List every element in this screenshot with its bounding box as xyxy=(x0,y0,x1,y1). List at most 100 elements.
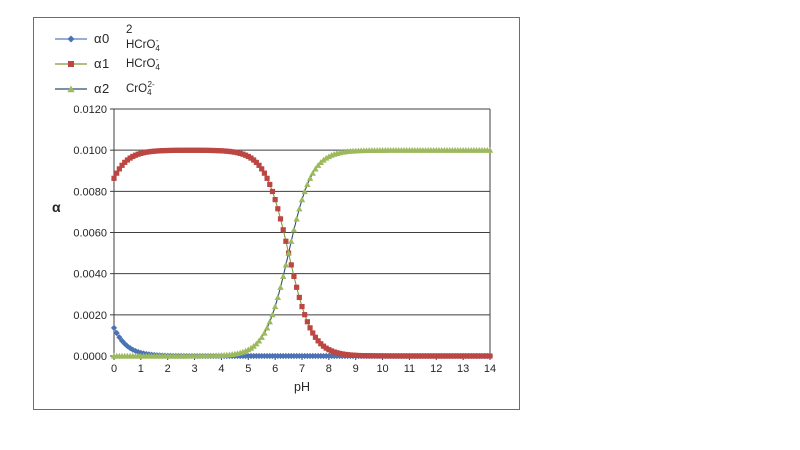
x-tick-label: 3 xyxy=(192,363,198,375)
data-point-triangle xyxy=(322,154,330,161)
data-point-triangle xyxy=(280,273,287,279)
data-point-square xyxy=(465,353,472,359)
data-point-square xyxy=(256,162,262,168)
data-point-square xyxy=(114,170,120,176)
y-tick-label: 0.0020 xyxy=(73,310,107,322)
data-point-diamond xyxy=(116,334,123,341)
data-point-square xyxy=(320,343,327,349)
y-tick-label: 0.0060 xyxy=(73,228,107,240)
data-point-square xyxy=(315,338,321,344)
x-tick-label: 8 xyxy=(326,363,332,375)
data-point-square xyxy=(339,351,345,357)
data-point-square xyxy=(299,303,305,310)
data-point-square xyxy=(441,353,447,359)
data-point-diamond xyxy=(127,345,134,352)
data-point-square xyxy=(138,150,144,156)
data-point-square xyxy=(119,162,125,168)
data-point-triangle xyxy=(314,162,322,168)
data-point-square xyxy=(422,353,429,359)
data-point-square xyxy=(186,147,192,153)
data-point-square xyxy=(234,150,241,156)
legend-marker-diamond-icon xyxy=(55,35,87,42)
data-point-square xyxy=(135,151,141,157)
data-point-square xyxy=(388,353,394,359)
data-point-square xyxy=(208,147,214,154)
legend-series-formula: HCrO4- xyxy=(126,55,160,72)
data-point-square xyxy=(471,353,477,359)
data-point-square xyxy=(275,206,281,212)
data-point-square xyxy=(468,353,474,359)
data-point-square xyxy=(431,353,437,359)
data-point-square xyxy=(371,353,378,359)
data-point-square xyxy=(280,227,286,233)
data-point-square xyxy=(417,353,423,359)
data-point-square xyxy=(253,159,259,165)
chart-legend: α0 2 HCrO4- α1 HCrO4- α2 CrO42- xyxy=(54,24,168,101)
x-tick-label: 9 xyxy=(353,363,359,375)
data-point-square xyxy=(146,149,152,155)
data-point-triangle xyxy=(245,346,252,353)
data-point-square xyxy=(181,147,187,153)
data-point-diamond xyxy=(137,349,144,356)
data-point-square xyxy=(167,147,173,154)
data-point-triangle xyxy=(263,324,271,331)
data-point-triangle xyxy=(274,294,282,300)
data-point-square xyxy=(401,353,407,359)
series-2-line xyxy=(114,149,490,357)
data-point-square xyxy=(183,147,190,153)
data-point-square xyxy=(331,349,337,355)
data-point-diamond xyxy=(118,337,126,344)
legend-series-name: α1 xyxy=(94,56,110,71)
data-point-square xyxy=(366,353,372,359)
x-tick-label: 13 xyxy=(457,363,469,375)
data-point-square xyxy=(393,353,399,359)
data-point-square xyxy=(350,352,356,358)
data-point-square xyxy=(151,148,157,154)
data-point-square xyxy=(476,353,482,359)
data-point-square xyxy=(312,334,319,340)
data-point-square xyxy=(175,147,182,153)
data-point-triangle xyxy=(293,215,300,222)
data-point-square xyxy=(369,353,375,359)
data-point-square xyxy=(259,166,265,172)
data-point-square xyxy=(283,238,289,244)
data-point-square xyxy=(307,325,313,331)
data-point-triangle xyxy=(312,165,319,172)
data-point-square xyxy=(406,353,413,359)
data-point-square xyxy=(455,353,461,359)
y-tick-label: 0.0080 xyxy=(73,186,107,198)
data-point-square xyxy=(288,262,294,268)
data-point-square xyxy=(326,347,332,353)
data-point-square xyxy=(414,353,421,359)
data-point-square xyxy=(170,147,176,153)
data-point-square xyxy=(412,353,418,359)
data-point-square xyxy=(433,353,439,359)
data-point-diamond xyxy=(121,340,128,347)
data-point-square xyxy=(358,352,364,359)
legend-item-2: α2 CrO42- xyxy=(54,76,168,101)
data-point-square xyxy=(291,273,297,279)
x-tick-label: 10 xyxy=(376,363,388,375)
data-point-square xyxy=(248,155,254,161)
series-1-line xyxy=(113,149,490,357)
legend-marker-square-icon xyxy=(55,60,87,67)
x-tick-label: 0 xyxy=(111,363,117,375)
data-point-triangle xyxy=(304,181,311,188)
series-0-line xyxy=(113,327,490,357)
data-point-square xyxy=(363,353,370,359)
data-point-square xyxy=(178,147,184,153)
x-tick-label: 2 xyxy=(165,363,171,375)
data-point-square xyxy=(140,150,147,156)
legend-series-formula: 2 HCrO4- xyxy=(126,24,160,53)
data-point-square xyxy=(216,148,222,154)
data-point-square xyxy=(194,147,200,153)
data-point-square xyxy=(398,353,404,359)
data-point-square xyxy=(487,353,493,359)
data-point-square xyxy=(143,149,149,155)
data-point-square xyxy=(197,147,203,153)
data-point-square xyxy=(479,353,485,359)
data-point-square xyxy=(173,147,179,153)
legend-series-formula: CrO42- xyxy=(126,80,155,97)
data-point-triangle xyxy=(269,311,276,318)
